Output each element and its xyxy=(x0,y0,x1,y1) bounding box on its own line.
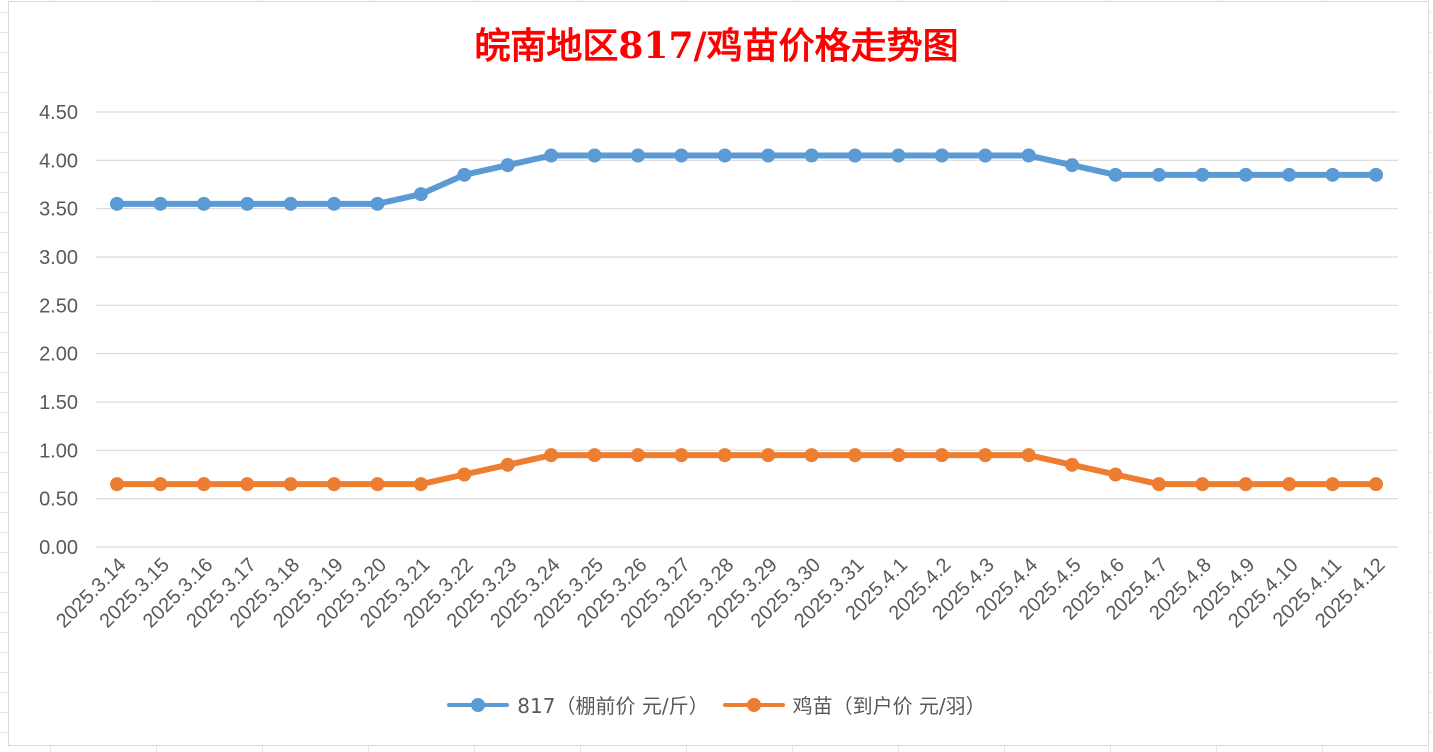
data-point xyxy=(1282,167,1297,182)
data-point xyxy=(283,477,298,492)
data-point xyxy=(413,477,428,492)
data-point xyxy=(1325,167,1340,182)
data-point xyxy=(804,448,819,463)
data-point xyxy=(500,158,515,173)
data-point xyxy=(1065,158,1080,173)
y-tick-label: 1.50 xyxy=(39,392,78,414)
data-point xyxy=(240,477,255,492)
data-point xyxy=(978,148,993,163)
data-point xyxy=(848,148,863,163)
data-point xyxy=(891,148,906,163)
y-tick-label: 0.00 xyxy=(39,537,78,559)
data-point xyxy=(1108,467,1123,482)
chart-area[interactable] xyxy=(8,1,1429,746)
data-point xyxy=(1238,477,1253,492)
data-point xyxy=(544,448,559,463)
data-point xyxy=(1021,148,1036,163)
data-point xyxy=(1108,167,1123,182)
y-tick-label: 2.50 xyxy=(39,295,78,317)
data-point xyxy=(500,457,515,472)
legend-item-chick[interactable]: 鸡苗（到户价 元/羽） xyxy=(722,690,986,719)
legend: 817（棚前价 元/斤） 鸡苗（到户价 元/羽） xyxy=(0,690,1433,719)
x-axis-ticks: 2025.3.142025.3.152025.3.162025.3.172025… xyxy=(52,554,1389,632)
data-point xyxy=(370,196,385,211)
data-point xyxy=(1151,167,1166,182)
y-tick-label: 3.50 xyxy=(39,199,78,221)
data-point xyxy=(761,148,776,163)
data-point xyxy=(110,196,124,211)
legend-swatch-817 xyxy=(447,697,510,712)
data-point xyxy=(717,448,732,463)
y-tick-label: 0.50 xyxy=(39,489,78,511)
data-point xyxy=(544,148,559,163)
data-point xyxy=(457,167,472,182)
y-tick-label: 4.00 xyxy=(39,150,78,172)
data-point xyxy=(1282,477,1297,492)
series-line xyxy=(114,452,1379,488)
y-tick-label: 1.00 xyxy=(39,440,78,462)
data-point xyxy=(587,448,602,463)
data-point xyxy=(717,148,732,163)
data-point xyxy=(674,148,689,163)
data-point xyxy=(370,477,385,492)
data-point xyxy=(1151,477,1166,492)
data-point xyxy=(1195,167,1210,182)
data-point xyxy=(674,448,689,463)
y-axis-ticks: 0.00 0.50 1.00 1.50 2.00 2.50 3.00 3.50 4.00 4.50 xyxy=(39,102,78,559)
series-0 xyxy=(110,148,1383,211)
gridlines xyxy=(96,111,1398,548)
data-point xyxy=(413,187,428,202)
data-point xyxy=(1021,448,1036,463)
data-point xyxy=(848,448,863,463)
data-point xyxy=(153,196,168,211)
data-point xyxy=(978,448,993,463)
data-point xyxy=(110,477,124,492)
data-point xyxy=(1195,477,1210,492)
data-point xyxy=(1369,477,1383,492)
data-point xyxy=(283,196,298,211)
data-point xyxy=(327,477,342,492)
y-tick-label: 4.50 xyxy=(39,102,78,124)
data-point xyxy=(1325,477,1340,492)
series-lines xyxy=(110,148,1383,492)
legend-label-817: 817（棚前价 元/斤） xyxy=(517,694,709,718)
legend-swatch-chick xyxy=(722,697,785,712)
chart-title: 皖南地区817/鸡苗价格走势图 xyxy=(474,25,959,67)
legend-item-817[interactable]: 817（棚前价 元/斤） xyxy=(447,690,709,719)
y-tick-label: 2.00 xyxy=(39,344,78,366)
data-point xyxy=(630,448,645,463)
data-point xyxy=(630,148,645,163)
data-point xyxy=(196,477,211,492)
series-1 xyxy=(110,448,1383,492)
data-point xyxy=(196,196,211,211)
y-tick-label: 3.00 xyxy=(39,247,78,269)
legend-label-chick: 鸡苗（到户价 元/羽） xyxy=(792,694,986,718)
data-point xyxy=(761,448,776,463)
data-point xyxy=(240,196,255,211)
data-point xyxy=(153,477,168,492)
data-point xyxy=(934,448,949,463)
series-line xyxy=(114,152,1379,207)
data-point xyxy=(804,148,819,163)
data-point xyxy=(891,448,906,463)
data-point xyxy=(587,148,602,163)
data-point xyxy=(327,196,342,211)
data-point xyxy=(457,467,472,482)
data-point xyxy=(1065,457,1080,472)
data-point xyxy=(934,148,949,163)
data-point xyxy=(1238,167,1253,182)
data-point xyxy=(1369,167,1383,182)
